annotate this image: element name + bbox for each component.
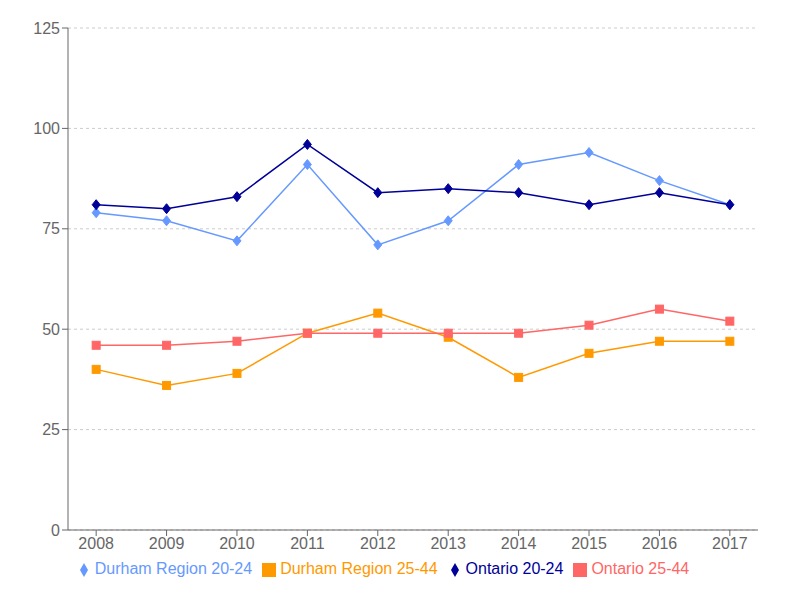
svg-text:75: 75 (42, 220, 60, 237)
html-text:Durham Region 20-24: Durham Region 20-24 (94, 560, 253, 577)
svg-text:2008: 2008 (78, 535, 114, 552)
html-text:Ontario 20-24: Ontario 20-24 (465, 560, 564, 577)
svg-text:2009: 2009 (149, 535, 185, 552)
svg-text:2012: 2012 (360, 535, 396, 552)
svg-text:2014: 2014 (501, 535, 537, 552)
html-text:Durham Region 25-44: Durham Region 25-44 (280, 560, 438, 577)
svg-text:25: 25 (42, 421, 60, 438)
svg-text:2015: 2015 (571, 535, 607, 552)
svg-text:50: 50 (42, 321, 60, 338)
svg-text:2017: 2017 (712, 535, 748, 552)
svg-text:125: 125 (33, 20, 60, 37)
svg-text:100: 100 (33, 120, 60, 137)
svg-text:2013: 2013 (430, 535, 466, 552)
svg-text:2016: 2016 (642, 535, 678, 552)
svg-text:0: 0 (51, 522, 60, 539)
svg-text:2011: 2011 (290, 535, 325, 552)
svg-text:2010: 2010 (219, 535, 255, 552)
html-text:Ontario 25-44: Ontario 25-44 (591, 560, 690, 577)
